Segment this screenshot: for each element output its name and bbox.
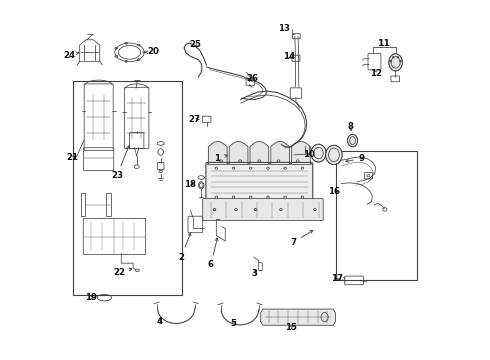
Text: 23: 23 <box>111 146 129 180</box>
Text: 19: 19 <box>86 293 98 302</box>
Ellipse shape <box>232 167 235 169</box>
Text: 20: 20 <box>145 48 159 57</box>
FancyBboxPatch shape <box>206 162 313 203</box>
Ellipse shape <box>249 196 252 198</box>
Text: 16: 16 <box>328 187 340 196</box>
Text: 13: 13 <box>278 24 290 33</box>
Ellipse shape <box>215 167 218 169</box>
Ellipse shape <box>347 134 358 147</box>
Text: 25: 25 <box>190 40 201 49</box>
Text: 14: 14 <box>283 52 295 61</box>
Ellipse shape <box>220 160 222 162</box>
Ellipse shape <box>326 145 342 165</box>
Text: 6: 6 <box>208 238 218 270</box>
Text: 12: 12 <box>370 69 382 78</box>
Ellipse shape <box>311 144 326 162</box>
Text: 21: 21 <box>67 153 79 162</box>
Ellipse shape <box>400 60 401 62</box>
Ellipse shape <box>389 54 402 71</box>
Polygon shape <box>207 141 311 164</box>
Ellipse shape <box>301 196 304 198</box>
Text: 9: 9 <box>346 154 365 163</box>
Text: 17: 17 <box>331 274 343 283</box>
Text: 8: 8 <box>347 122 353 131</box>
Text: 5: 5 <box>231 319 237 328</box>
Text: 18: 18 <box>185 180 196 189</box>
Ellipse shape <box>277 160 280 162</box>
Ellipse shape <box>258 160 261 162</box>
Ellipse shape <box>280 208 282 211</box>
Ellipse shape <box>314 208 316 211</box>
Ellipse shape <box>239 160 242 162</box>
Ellipse shape <box>249 167 252 169</box>
Ellipse shape <box>215 196 218 198</box>
Ellipse shape <box>254 208 257 211</box>
Ellipse shape <box>284 167 287 169</box>
Ellipse shape <box>232 196 235 198</box>
Text: 1: 1 <box>215 154 227 163</box>
Text: 2: 2 <box>178 233 191 262</box>
Text: 22: 22 <box>113 268 132 277</box>
Text: 15: 15 <box>285 323 297 332</box>
Ellipse shape <box>397 57 398 58</box>
Ellipse shape <box>390 60 392 62</box>
Bar <box>337 151 417 280</box>
Ellipse shape <box>284 196 287 198</box>
Ellipse shape <box>213 208 216 211</box>
Text: 24: 24 <box>63 51 79 60</box>
Text: 4: 4 <box>157 317 163 326</box>
Text: 27: 27 <box>188 115 200 124</box>
Ellipse shape <box>392 57 394 58</box>
Ellipse shape <box>235 208 237 211</box>
Ellipse shape <box>267 196 269 198</box>
FancyBboxPatch shape <box>203 199 323 221</box>
Text: 10: 10 <box>302 150 315 159</box>
Text: 11: 11 <box>378 39 392 48</box>
Ellipse shape <box>296 160 299 162</box>
Text: 7: 7 <box>290 230 313 247</box>
Polygon shape <box>261 309 335 325</box>
Text: 26: 26 <box>246 74 258 83</box>
Ellipse shape <box>301 167 304 169</box>
Ellipse shape <box>267 167 269 169</box>
Bar <box>73 81 182 295</box>
Text: 3: 3 <box>251 269 257 278</box>
